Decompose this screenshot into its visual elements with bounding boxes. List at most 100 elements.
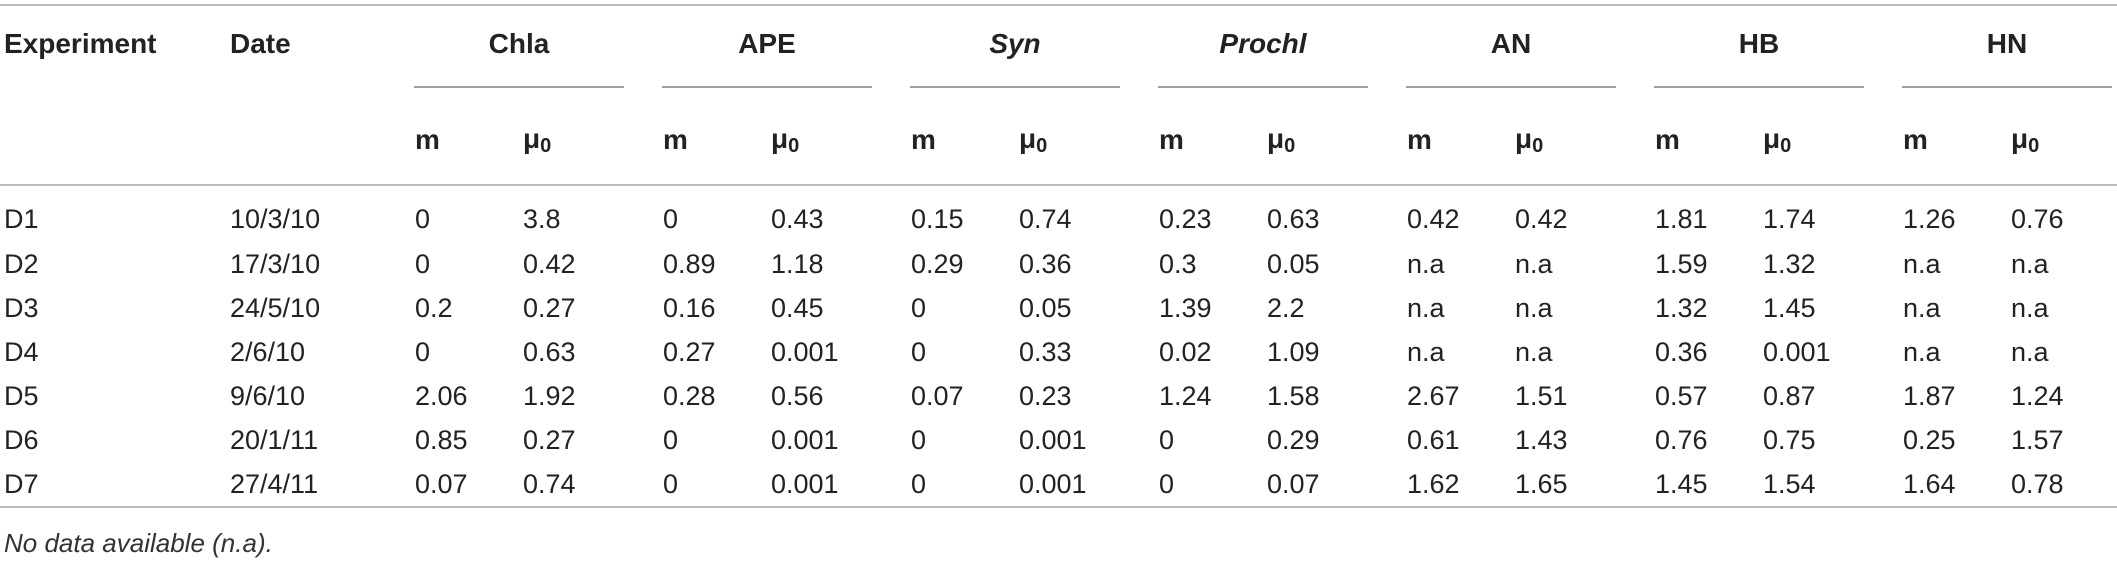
mu-symbol: μ0 (2011, 122, 2040, 157)
cell-date: 9/6/10 (230, 380, 306, 411)
cell-m-value: 0.27 (663, 336, 716, 367)
cell-mu0-value: 1.32 (1763, 248, 1816, 279)
cell-mu0-value: n.a (2011, 248, 2049, 279)
cell-m-value: 0 (911, 292, 927, 323)
cell-experiment: D7 (4, 468, 39, 499)
mu-symbol: μ0 (523, 123, 552, 157)
mu-subscript: 0 (2028, 134, 2040, 157)
mu-subscript: 0 (1284, 134, 1296, 157)
header-row-subcolumns: m μ0 m μ0 m μ0 m μ0 m μ0 m μ0 m μ0 (0, 104, 2117, 185)
cell-m-value: n.a (1903, 336, 1941, 367)
cell-m-value: 0.28 (663, 380, 716, 411)
cell-m-value: 0 (1159, 424, 1175, 455)
mu-letter: μ (1267, 122, 1285, 154)
group-underline (662, 86, 872, 88)
group-label: HN (1986, 28, 2028, 59)
cell-date: 17/3/10 (230, 248, 321, 279)
mu-symbol: μ0 (1267, 122, 1296, 157)
group-underline (1406, 86, 1616, 88)
cell-m-value: 0.85 (415, 424, 468, 455)
cell-m-value: 0.02 (1159, 336, 1212, 367)
group-header-ape: APE (643, 5, 891, 104)
cell-mu0-value: 0.001 (1019, 468, 1087, 499)
cell-mu0-value: 0.001 (1763, 336, 1831, 367)
cell-m-value: 1.81 (1655, 203, 1708, 234)
cell-mu0-value: 0.74 (523, 468, 576, 499)
group-underline (1158, 86, 1368, 88)
table-body: D1 10/3/10 0 3.8 0 0.43 0.15 0.74 0.23 0.63 0.42 0.… (0, 185, 2117, 507)
cell-m-value: n.a (1903, 248, 1941, 279)
cell-m-value: 1.45 (1655, 468, 1708, 499)
cell-m-value: n.a (1903, 292, 1941, 323)
cell-m-value: 1.62 (1407, 468, 1460, 499)
cell-mu0-value: 0.76 (2011, 203, 2064, 234)
cell-mu0-value: 0.78 (2011, 468, 2064, 499)
group-underline (1902, 86, 2112, 88)
group-underline (1654, 86, 1864, 88)
cell-m-value: 0.61 (1407, 424, 1460, 455)
mu-subscript: 0 (540, 134, 552, 157)
subcolumn-header-m: m (1159, 124, 1184, 155)
cell-mu0-value: 0.63 (523, 336, 576, 367)
cell-mu0-value: 0.75 (1763, 424, 1816, 455)
cell-m-value: 2.06 (415, 380, 468, 411)
column-header-experiment: Experiment (4, 28, 157, 59)
cell-mu0-value: n.a (1515, 248, 1553, 279)
cell-mu0-value: 1.43 (1515, 424, 1568, 455)
cell-mu0-value: 1.24 (2011, 380, 2064, 411)
table-footnote: No data available (n.a). (4, 528, 273, 558)
mu-subscript: 0 (1780, 134, 1792, 157)
subcolumn-header-mu0: μ0 (1515, 104, 1635, 185)
table-row: D4 2/6/10 0 0.63 0.27 0.001 0 0.33 0.02 1.09 n.a n.… (0, 330, 2117, 374)
cell-m-value: 0 (663, 468, 679, 499)
cell-mu0-value: 0.42 (1515, 203, 1568, 234)
subcolumn-header-m: m (663, 124, 688, 155)
cell-m-value: 0.07 (415, 468, 468, 499)
subcolumn-header-m: m (415, 124, 440, 155)
cell-m-value: 0 (663, 424, 679, 455)
cell-mu0-value: 1.09 (1267, 336, 1320, 367)
cell-mu0-value: 0.001 (771, 336, 839, 367)
subcolumn-header-m: m (1903, 124, 1928, 155)
cell-m-value: n.a (1407, 248, 1445, 279)
cell-m-value: 0 (1159, 468, 1175, 499)
cell-experiment: D3 (4, 292, 39, 323)
group-label: Chla (488, 28, 550, 59)
group-header-chla: Chla (395, 5, 643, 104)
cell-experiment: D2 (4, 248, 39, 279)
subcolumn-header-mu0: μ0 (1019, 104, 1139, 185)
cell-m-value: 0.76 (1655, 424, 1708, 455)
mu-letter: μ (2011, 122, 2029, 154)
cell-mu0-value: 0.29 (1267, 424, 1320, 455)
table-row: D7 27/4/11 0.07 0.74 0 0.001 0 0.001 0 0.07 1.62 1.… (0, 462, 2117, 507)
cell-mu0-value: n.a (1515, 336, 1553, 367)
cell-mu0-value: 0.33 (1019, 336, 1072, 367)
mu-symbol: μ0 (771, 123, 799, 157)
cell-mu0-value: 0.74 (1019, 203, 1072, 234)
cell-mu0-value: 0.001 (771, 424, 839, 455)
table-row: D2 17/3/10 0 0.42 0.89 1.18 0.29 0.36 0.3 0.05 n.a… (0, 242, 2117, 286)
table-row: D5 9/6/10 2.06 1.92 0.28 0.56 0.07 0.23 1.24 1.58… (0, 374, 2117, 418)
cell-m-value: 0 (911, 424, 927, 455)
mu-symbol: μ0 (1515, 123, 1543, 157)
cell-mu0-value: 0.45 (771, 292, 824, 323)
group-header-hb: HB (1635, 5, 1883, 104)
cell-mu0-value: 0.05 (1019, 292, 1072, 323)
cell-mu0-value: 1.65 (1515, 468, 1568, 499)
cell-mu0-value: 0.42 (523, 248, 576, 279)
header-row-groups: Experiment Date Chla APE Syn Prochl (0, 5, 2117, 104)
column-header-date: Date (230, 28, 291, 59)
cell-mu0-value: 1.74 (1763, 203, 1816, 234)
cell-m-value: 0 (415, 203, 431, 234)
subcolumn-header-mu0: μ0 (771, 104, 891, 185)
cell-mu0-value: 1.51 (1515, 380, 1568, 411)
cell-mu0-value: 0.63 (1267, 203, 1320, 234)
mu-letter: μ (1763, 122, 1781, 154)
group-label: AN (1490, 28, 1532, 59)
cell-m-value: 0.29 (911, 248, 964, 279)
cell-mu0-value: 0.87 (1763, 380, 1816, 411)
cell-m-value: 1.32 (1655, 292, 1708, 323)
cell-m-value: 0.36 (1655, 336, 1708, 367)
cell-mu0-value: 0.001 (771, 468, 839, 499)
